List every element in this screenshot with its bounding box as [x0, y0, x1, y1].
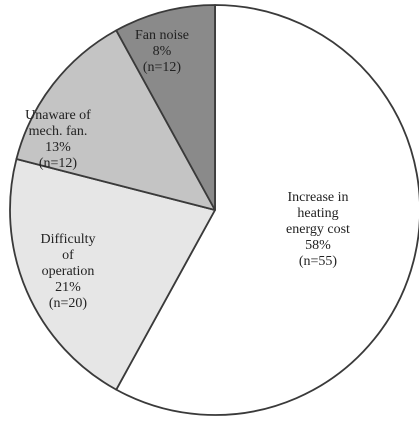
pie-slice-0	[115, 4, 419, 416]
slice-label-2-line-0: Unaware of	[25, 108, 91, 123]
pie-slice-3	[115, 4, 216, 211]
slice-count-label-1: (n=20)	[49, 296, 88, 311]
pie-slice-2	[15, 29, 216, 211]
slice-percent-label-3: 8%	[153, 44, 172, 59]
slice-label-1-line-2: operation	[42, 264, 95, 279]
slice-percent-label-1: 21%	[55, 280, 81, 295]
slice-count-label-3: (n=12)	[143, 60, 182, 75]
slice-label-2-line-1: mech. fan.	[29, 124, 88, 139]
slice-count-label-2: (n=12)	[39, 156, 78, 171]
slice-label-1-line-0: Difficulty	[41, 232, 96, 247]
slice-label-0-line-1: heating	[297, 206, 338, 221]
slice-label-0-line-0: Increase in	[287, 190, 348, 205]
pie-slice-1	[9, 158, 216, 391]
slice-label-0-line-2: energy cost	[286, 222, 350, 237]
slice-percent-label-0: 58%	[305, 238, 331, 253]
pie-slices	[9, 4, 419, 416]
slice-label-3-line-0: Fan noise	[135, 28, 189, 43]
slice-label-1-line-1: of	[62, 248, 74, 263]
slice-count-label-0: (n=55)	[299, 254, 338, 269]
slice-percent-label-2: 13%	[45, 140, 71, 155]
